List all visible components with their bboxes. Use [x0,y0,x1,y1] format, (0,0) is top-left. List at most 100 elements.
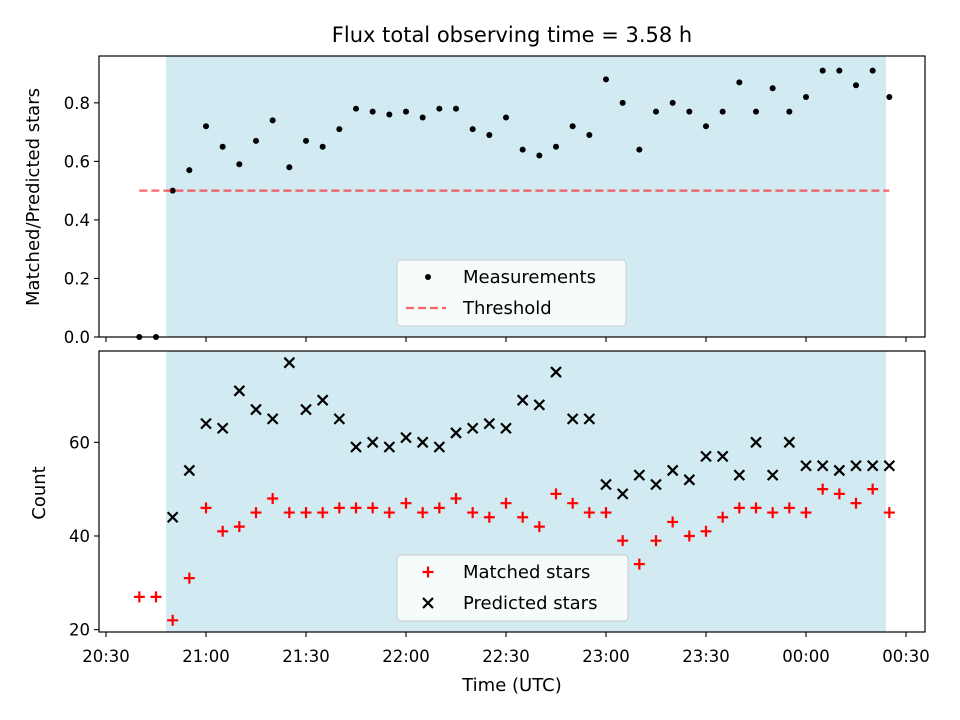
measurement-point [653,108,659,115]
predicted-point [633,469,646,481]
measurement-point [386,111,393,118]
predicted-point [166,511,179,524]
measurement-point [736,79,743,86]
measurement-point [419,114,426,121]
matched-point [150,591,162,603]
measurement-point [586,132,593,139]
measurement-point [786,108,793,115]
matched-point [167,614,179,626]
x-tick-label: 23:30 [682,647,730,666]
matched-point [750,502,762,514]
predicted-point [533,399,546,411]
matched-point [817,483,829,495]
measurement-point [686,108,693,115]
matched-point [133,591,145,603]
matched-point [183,572,195,584]
predicted-point [700,450,712,463]
matched-point [800,507,812,519]
y-tick-label: 60 [69,433,90,452]
x-tick-label: 21:00 [182,647,230,666]
measurement-point [486,132,493,139]
legend-marker-measurements [425,274,431,280]
measurement-point [203,123,209,130]
predicted-point [750,436,762,449]
measurement-point [253,137,259,144]
matched-point [500,497,512,509]
matched-point [467,507,479,519]
matched-point [333,502,345,514]
measurement-point [503,114,509,121]
matched-point [200,502,212,514]
bottom-panel: 20 40 60 20:30 21:00 21:30 22:00 22:30 23:00 23:3… [69,350,930,666]
matched-point [783,502,795,514]
top-panel: 0.0 0.2 0.4 0.6 0.8 Measurements Threshold [64,55,926,347]
predicted-point [316,394,329,406]
measurement-point [769,85,776,92]
predicted-point [800,459,812,472]
x-ticks [105,337,907,342]
matched-point [217,525,229,537]
y-tick-label: 20 [69,621,90,640]
measurement-point [336,126,343,133]
predicted-point [566,413,579,425]
axes-frame [98,55,926,338]
measurement-point [286,164,293,171]
x-tick-label: 00:00 [782,647,830,666]
y-tick-label: 40 [69,527,90,546]
predicted-point [716,450,729,463]
matched-point [533,521,545,533]
measurement-point [236,161,243,168]
x-tick-label: 21:30 [282,647,330,666]
predicted-point [883,459,896,472]
x-tick-label: 22:00 [382,647,430,666]
matched-point [283,507,295,519]
matched-point [317,507,329,519]
predicted-point [300,403,312,416]
y-tick-label: 0.8 [64,94,90,113]
legend-box [396,554,629,622]
y-tick-label: 0.4 [64,211,90,230]
measurement-point [719,108,726,115]
legend-marker-predicted [422,597,434,609]
measurement-point [519,146,526,153]
measurement-point [636,146,643,153]
predicted-point [650,478,662,491]
predicted-point [366,436,379,449]
measurement-point [436,105,443,112]
measurement-point [803,93,809,100]
measurement-point [303,137,309,144]
matched-point [833,488,845,500]
predicted-point [250,403,262,416]
measurement-point [453,105,459,112]
predicted-point [333,413,346,425]
predicted-point [866,459,879,472]
matched-point [450,493,462,505]
y-ticks: 0.0 0.2 0.4 0.6 0.8 [64,94,99,347]
axes-frame [98,350,926,633]
predicted-point [350,441,362,453]
matched-point [433,502,445,514]
series-measurements [136,67,893,340]
measurement-point [553,143,559,150]
series-predicted-stars [166,356,896,524]
legend-entry-label: Predicted stars [463,593,597,614]
matched-point [850,497,862,509]
y-ticks: 20 40 60 [69,433,99,640]
x-ticks: 20:30 21:00 21:30 22:00 22:30 23:00 23:30 00:00… [82,632,930,666]
matched-point [733,502,745,514]
matched-point [233,521,245,533]
measurement-point [403,108,409,115]
predicted-point [583,413,596,425]
matched-point [367,502,379,514]
measurement-point [569,123,576,130]
predicted-point [400,431,412,444]
predicted-point [850,459,862,472]
predicted-point [283,356,296,369]
matched-point [583,507,595,519]
measurement-point [669,99,676,106]
x-tick-label: 23:00 [582,647,630,666]
predicted-point [466,422,479,435]
predicted-point [600,478,612,491]
measurement-point [869,67,876,74]
